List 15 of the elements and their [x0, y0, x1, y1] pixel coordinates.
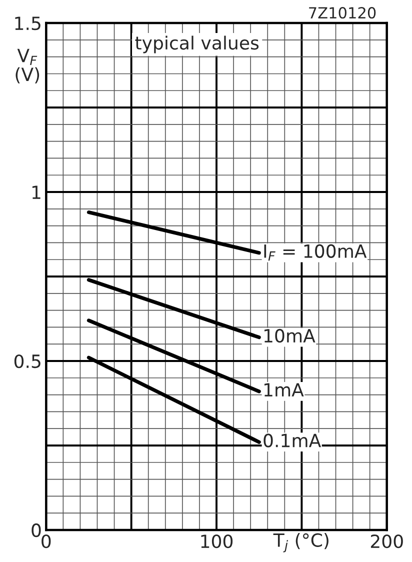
x-tick-label: 0 — [42, 534, 51, 548]
series-label: 10mA — [264, 328, 316, 343]
series-label: I$_{F}$ = 100mA — [264, 244, 367, 261]
text: 7Z10120 — [309, 7, 376, 19]
x-axis-title: T$_{j}$ (°C) — [273, 533, 328, 552]
y-tick-label: 1 — [32, 186, 40, 199]
series-label: 1mA — [264, 383, 304, 396]
annotation: typical values — [135, 36, 259, 54]
y-tick-label: 0 — [32, 523, 41, 538]
y-tick-label: 1.5 — [15, 16, 40, 30]
x-tick-label: 200 — [370, 534, 403, 548]
series-label: 0.1mA — [264, 434, 322, 448]
x-tick-label: 100 — [201, 534, 233, 548]
y-tick-label: 0.5 — [14, 354, 40, 368]
y-axis-title: V$_{F}$ (V) — [16, 48, 40, 84]
